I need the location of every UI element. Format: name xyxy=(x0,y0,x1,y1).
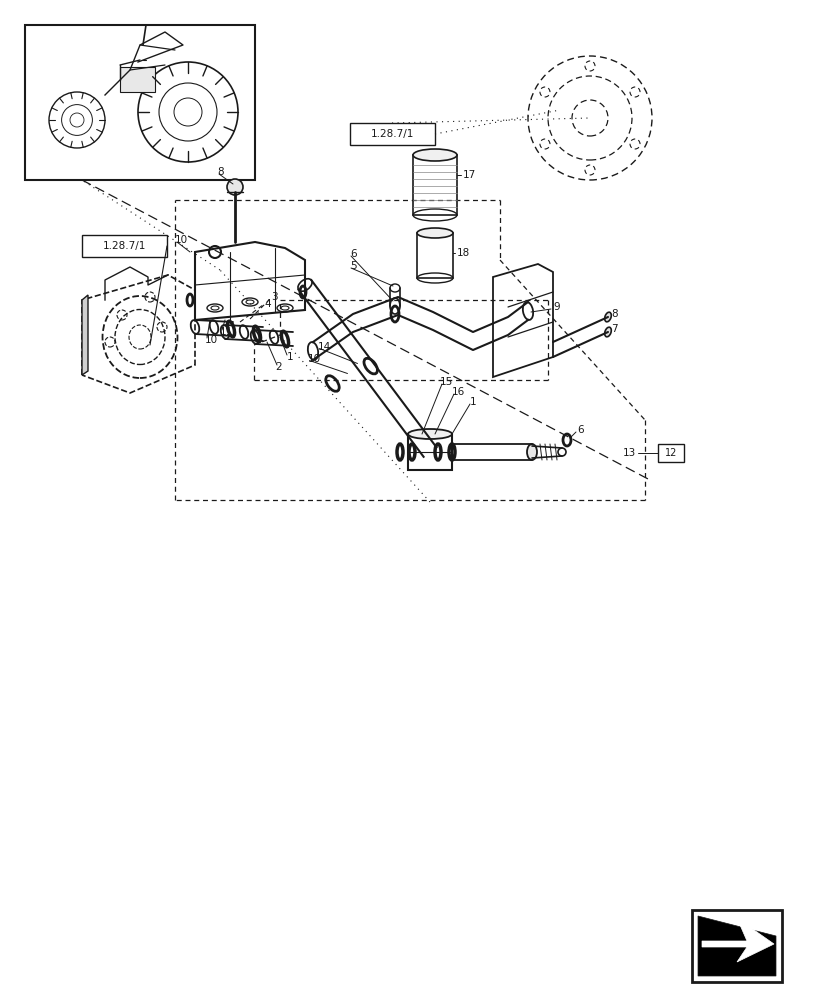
Bar xyxy=(82,235,167,257)
Bar xyxy=(417,233,452,278)
Text: 10: 10 xyxy=(205,335,218,345)
Text: 6: 6 xyxy=(576,425,583,435)
Ellipse shape xyxy=(526,444,537,460)
Bar xyxy=(696,914,777,978)
Text: 17: 17 xyxy=(462,170,476,180)
Ellipse shape xyxy=(408,429,452,439)
Text: 8: 8 xyxy=(217,167,223,177)
Text: 10: 10 xyxy=(307,354,320,363)
Bar xyxy=(691,910,781,982)
Text: 11: 11 xyxy=(220,327,233,337)
Text: 1.28.7/1: 1.28.7/1 xyxy=(103,241,146,251)
Circle shape xyxy=(227,179,242,195)
Polygon shape xyxy=(697,916,775,976)
Text: 14: 14 xyxy=(317,342,330,352)
Ellipse shape xyxy=(604,312,610,322)
Bar xyxy=(408,434,452,470)
Ellipse shape xyxy=(417,228,452,238)
Ellipse shape xyxy=(413,149,457,161)
Bar xyxy=(25,25,255,180)
Text: 2: 2 xyxy=(275,362,281,372)
Text: 18: 18 xyxy=(457,248,470,258)
Bar xyxy=(413,155,457,215)
Text: 10: 10 xyxy=(174,235,188,245)
Text: 13: 13 xyxy=(622,448,635,458)
Bar xyxy=(350,123,434,145)
Text: 16: 16 xyxy=(452,387,465,397)
Text: 15: 15 xyxy=(439,377,452,387)
Polygon shape xyxy=(82,295,88,375)
Text: 3: 3 xyxy=(270,292,277,302)
Text: 1: 1 xyxy=(470,397,476,407)
Text: 8: 8 xyxy=(610,309,617,319)
Bar xyxy=(657,444,683,462)
Text: 6: 6 xyxy=(350,249,356,259)
Text: 12: 12 xyxy=(664,448,676,458)
Bar xyxy=(120,67,155,92)
Ellipse shape xyxy=(604,327,610,337)
Text: 9: 9 xyxy=(552,302,559,312)
Text: 4: 4 xyxy=(264,299,270,309)
Text: 1: 1 xyxy=(287,352,294,362)
Text: 7: 7 xyxy=(610,324,617,334)
Polygon shape xyxy=(696,915,776,977)
Text: 1.28.7/1: 1.28.7/1 xyxy=(370,129,414,139)
Polygon shape xyxy=(701,918,773,962)
Text: 5: 5 xyxy=(350,261,356,271)
